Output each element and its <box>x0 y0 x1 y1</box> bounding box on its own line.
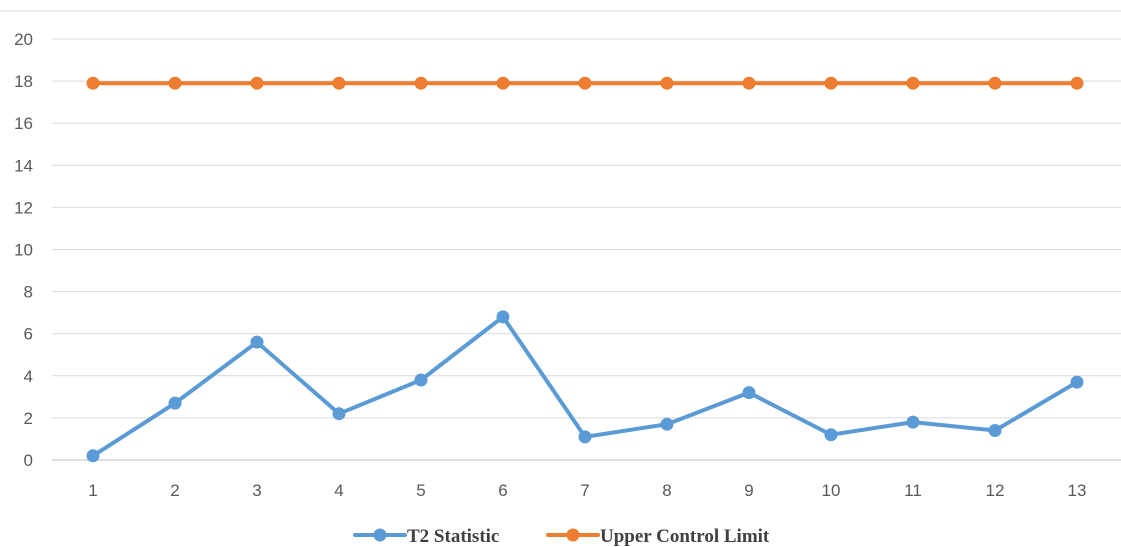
x-tick-label: 8 <box>662 481 671 500</box>
data-point-upper-control-limit <box>906 76 920 90</box>
legend: T2 Statistic Upper Control Limit <box>353 526 770 547</box>
data-point-upper-control-limit <box>742 76 756 90</box>
y-axis-tick-labels: 0 2 4 6 8 10 12 14 16 18 20 <box>14 30 33 470</box>
x-tick-label: 1 <box>88 481 97 500</box>
data-point-upper-control-limit <box>988 76 1002 90</box>
y-tick-label: 16 <box>14 114 33 133</box>
data-point-t2-statistic <box>332 407 346 421</box>
x-tick-label: 3 <box>252 481 261 500</box>
x-tick-label: 11 <box>904 481 922 500</box>
x-tick-label: 9 <box>744 481 753 500</box>
legend-item-upper-control-limit: Upper Control Limit <box>546 526 770 547</box>
series-t2-statistic <box>86 310 1084 463</box>
x-tick-label: 10 <box>822 481 841 500</box>
data-point-upper-control-limit <box>660 76 674 90</box>
data-point-t2-statistic <box>1070 375 1084 389</box>
x-tick-label: 5 <box>416 481 425 500</box>
x-tick-label: 7 <box>580 481 589 500</box>
series-upper-control-limit <box>86 76 1084 90</box>
y-tick-label: 2 <box>24 409 33 428</box>
y-tick-label: 18 <box>14 72 33 91</box>
y-tick-label: 20 <box>14 30 33 49</box>
data-point-t2-statistic <box>250 335 264 349</box>
gridlines <box>52 38 1121 461</box>
data-point-upper-control-limit <box>496 76 510 90</box>
legend-item-t2-statistic: T2 Statistic <box>353 526 499 547</box>
x-axis-tick-labels: 1 2 3 4 5 6 7 8 9 10 11 12 13 <box>88 481 1086 500</box>
x-tick-label: 2 <box>170 481 179 500</box>
legend-swatch-marker <box>566 528 580 542</box>
data-point-t2-statistic <box>660 417 674 431</box>
data-point-upper-control-limit <box>578 76 592 90</box>
data-point-t2-statistic <box>824 428 838 442</box>
y-tick-label: 8 <box>24 283 33 302</box>
y-tick-label: 4 <box>24 367 33 386</box>
data-point-t2-statistic <box>86 449 100 463</box>
y-tick-label: 12 <box>14 198 33 217</box>
y-tick-label: 0 <box>24 451 33 470</box>
data-point-t2-statistic <box>578 430 592 444</box>
data-point-t2-statistic <box>906 415 920 429</box>
data-point-t2-statistic <box>414 373 428 387</box>
data-point-upper-control-limit <box>86 76 100 90</box>
y-tick-label: 10 <box>14 241 33 260</box>
x-tick-label: 13 <box>1068 481 1087 500</box>
data-point-t2-statistic <box>496 310 510 324</box>
series-lines <box>86 76 1084 463</box>
data-point-t2-statistic <box>168 396 182 410</box>
y-tick-label: 14 <box>14 156 33 175</box>
data-point-upper-control-limit <box>824 76 838 90</box>
legend-label: T2 Statistic <box>407 526 499 547</box>
legend-label: Upper Control Limit <box>600 526 770 547</box>
data-point-upper-control-limit <box>168 76 182 90</box>
data-point-t2-statistic <box>742 386 756 400</box>
data-point-upper-control-limit <box>332 76 346 90</box>
y-tick-label: 6 <box>24 325 33 344</box>
x-tick-label: 4 <box>334 481 343 500</box>
data-point-upper-control-limit <box>250 76 264 90</box>
data-point-upper-control-limit <box>414 76 428 90</box>
x-tick-label: 6 <box>498 481 507 500</box>
x-tick-label: 12 <box>986 481 1005 500</box>
data-point-t2-statistic <box>988 424 1002 438</box>
legend-swatch-marker <box>373 528 387 542</box>
data-point-upper-control-limit <box>1070 76 1084 90</box>
